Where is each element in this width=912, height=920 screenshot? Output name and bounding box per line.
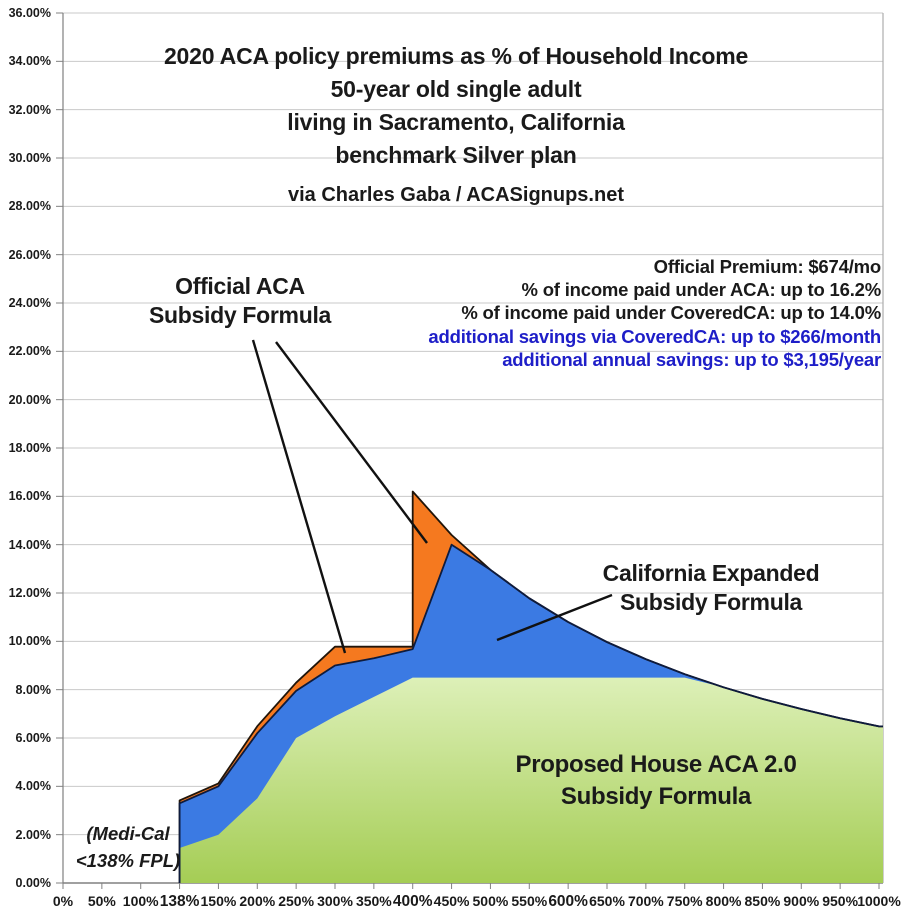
y-tick-label: 4.00% bbox=[15, 779, 51, 794]
label-medicaid-line-2: <138% FPL) bbox=[75, 850, 181, 871]
y-tick-label: 12.00% bbox=[8, 586, 51, 600]
outline-california-expanded bbox=[178, 543, 883, 883]
x-tick-label: 100% bbox=[122, 893, 159, 909]
y-tick-label: 20.00% bbox=[8, 392, 51, 407]
x-tick-label: 400% bbox=[392, 893, 433, 910]
x-tick-label: 600% bbox=[548, 893, 588, 910]
y-tick-label: 16.00% bbox=[8, 489, 51, 504]
x-tick-label: 50% bbox=[87, 893, 116, 909]
x-tick-label: 650% bbox=[589, 893, 625, 909]
label-house-aca2-formula: Proposed House ACA 2.0 Subsidy Formula bbox=[456, 749, 856, 813]
x-tick-label: 500% bbox=[472, 893, 509, 909]
x-tick-label: 0% bbox=[52, 893, 74, 909]
y-tick-label: 0.00% bbox=[15, 876, 51, 890]
x-tick-label: 850% bbox=[744, 893, 781, 909]
y-tick-label: 18.00% bbox=[8, 441, 51, 455]
x-tick-label: 1000% bbox=[857, 893, 901, 909]
x-tick-label: 700% bbox=[627, 893, 664, 909]
y-tick-label: 2.00% bbox=[15, 827, 51, 842]
label-california-line-1: California Expanded bbox=[602, 560, 820, 586]
label-house-line-2: Subsidy Formula bbox=[560, 783, 752, 810]
stat-monthly-savings: additional savings via CoveredCA: up to … bbox=[428, 325, 881, 347]
y-tick-label: 28.00% bbox=[8, 199, 51, 214]
label-official-aca-line-1: Official ACA bbox=[175, 273, 305, 299]
x-tick-label: 550% bbox=[511, 893, 548, 909]
premium-stats-block: Official Premium: $674/mo % of income pa… bbox=[428, 255, 881, 371]
x-tick-label: 138% bbox=[159, 893, 200, 910]
chart-title-line-3: living in Sacramento, California bbox=[287, 109, 625, 135]
y-tick-label: 34.00% bbox=[8, 54, 51, 69]
label-official-aca-formula: Official ACA Subsidy Formula bbox=[115, 272, 365, 330]
stat-aca-percent: % of income paid under ACA: up to 16.2% bbox=[521, 279, 882, 301]
label-california-expanded-formula: California Expanded Subsidy Formula bbox=[556, 559, 866, 617]
label-house-line-1: Proposed House ACA 2.0 bbox=[515, 751, 797, 778]
x-tick-label: 350% bbox=[355, 893, 392, 909]
chart-title-line-1: 2020 ACA policy premiums as % of Househo… bbox=[163, 43, 749, 69]
pointer-line-official-aca-spike bbox=[275, 341, 428, 544]
label-california-line-2: Subsidy Formula bbox=[619, 589, 803, 615]
y-tick-label: 8.00% bbox=[15, 682, 51, 697]
pointer-line-california-expanded bbox=[496, 593, 613, 642]
stat-annual-savings: additional annual savings: up to $3,195/… bbox=[502, 348, 881, 370]
y-tick-label: 32.00% bbox=[8, 102, 51, 117]
y-tick-label: 26.00% bbox=[8, 247, 51, 262]
x-tick-label: 950% bbox=[822, 893, 859, 909]
x-tick-label: 250% bbox=[278, 893, 315, 909]
pointer-line-official-aca-left bbox=[251, 339, 347, 654]
x-tick-label: 300% bbox=[317, 893, 353, 909]
x-tick-label: 900% bbox=[783, 893, 820, 909]
label-medicaid-range: (Medi-Cal <138% FPL) bbox=[58, 820, 198, 874]
chart-title-line-2: 50-year old single adult bbox=[330, 76, 582, 102]
chart-source-credit: via Charles Gaba / ACASignups.net bbox=[287, 184, 624, 206]
chart-title-line-4: benchmark Silver plan bbox=[335, 142, 577, 168]
y-tick-label: 10.00% bbox=[8, 634, 51, 649]
stat-official-premium: Official Premium: $674/mo bbox=[653, 256, 882, 277]
y-tick-label: 6.00% bbox=[15, 731, 51, 745]
x-tick-label: 750% bbox=[666, 893, 703, 909]
x-tick-label: 450% bbox=[433, 893, 470, 909]
x-tick-label: 150% bbox=[200, 893, 237, 909]
y-tick-label: 24.00% bbox=[8, 296, 51, 310]
x-tick-label: 200% bbox=[239, 893, 276, 909]
label-medicaid-line-1: (Medi-Cal bbox=[86, 823, 170, 844]
x-tick-label: 800% bbox=[705, 893, 742, 909]
area-house-aca2 bbox=[179, 677, 884, 883]
label-official-aca-line-2: Subsidy Formula bbox=[148, 302, 332, 328]
y-tick-label: 14.00% bbox=[8, 537, 51, 552]
chart-title-block: 2020 ACA policy premiums as % of Househo… bbox=[0, 40, 912, 207]
y-tick-label: 36.00% bbox=[8, 6, 51, 20]
y-tick-label: 30.00% bbox=[8, 151, 51, 165]
stat-coveredca-percent: % of income paid under CoveredCA: up to … bbox=[461, 302, 881, 324]
y-tick-label: 22.00% bbox=[8, 344, 51, 359]
